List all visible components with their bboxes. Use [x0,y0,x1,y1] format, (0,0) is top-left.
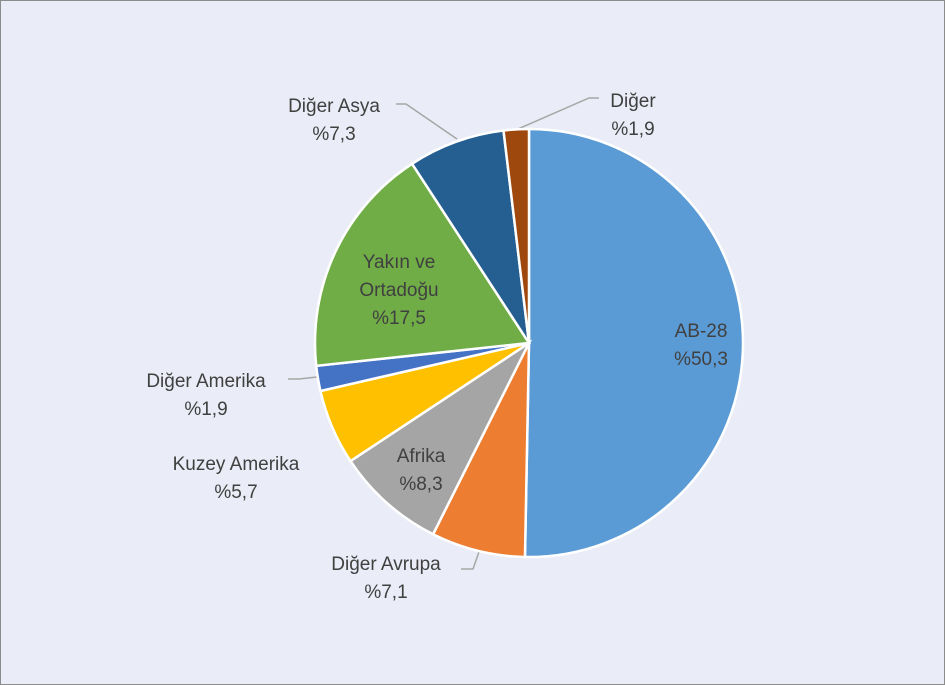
pie-slice [348,339,533,536]
leader-lines [288,97,599,570]
value-label: %8,3 [399,474,443,495]
data-label: Diğer Amerika %1,9 [106,368,306,424]
value-label: %17,5 [372,308,426,329]
value-label: %5,7 [214,482,258,503]
pie-slice [410,129,531,344]
value-label: %50,3 [674,349,728,370]
category-label: Kuzey Amerika [172,454,300,475]
category-label: Yakın ve Ortadoğu [359,252,439,301]
data-label: Kuzey Amerika %5,7 [136,451,336,507]
category-label: Diğer Avrupa [331,554,441,575]
data-label: Diğer Avrupa %7,1 [286,551,486,607]
value-label: %1,9 [184,399,228,420]
category-label: Diğer [610,91,656,112]
value-label: %1,9 [611,119,655,140]
value-label: %7,3 [312,124,356,145]
leader-line [396,103,458,140]
leader-line [461,548,481,570]
data-label: Yakın ve Ortadoğu %17,5 [344,249,454,333]
category-label: Diğer Asya [288,96,380,117]
value-label: %7,1 [364,582,408,603]
category-label: AB-28 [674,321,728,342]
data-label: Diğer %1,9 [533,88,733,144]
category-label: Afrika [396,446,446,467]
leader-line [288,376,318,380]
data-label: AB-28 %50,3 [601,318,801,374]
pie-slice [502,127,531,344]
data-label: Diğer Asya %7,3 [234,93,434,149]
data-label: Afrika %8,3 [321,443,521,499]
category-label: Diğer Amerika [146,371,266,392]
pie-slice [313,162,532,368]
leader-line [517,97,599,130]
pie-slice [523,127,745,559]
